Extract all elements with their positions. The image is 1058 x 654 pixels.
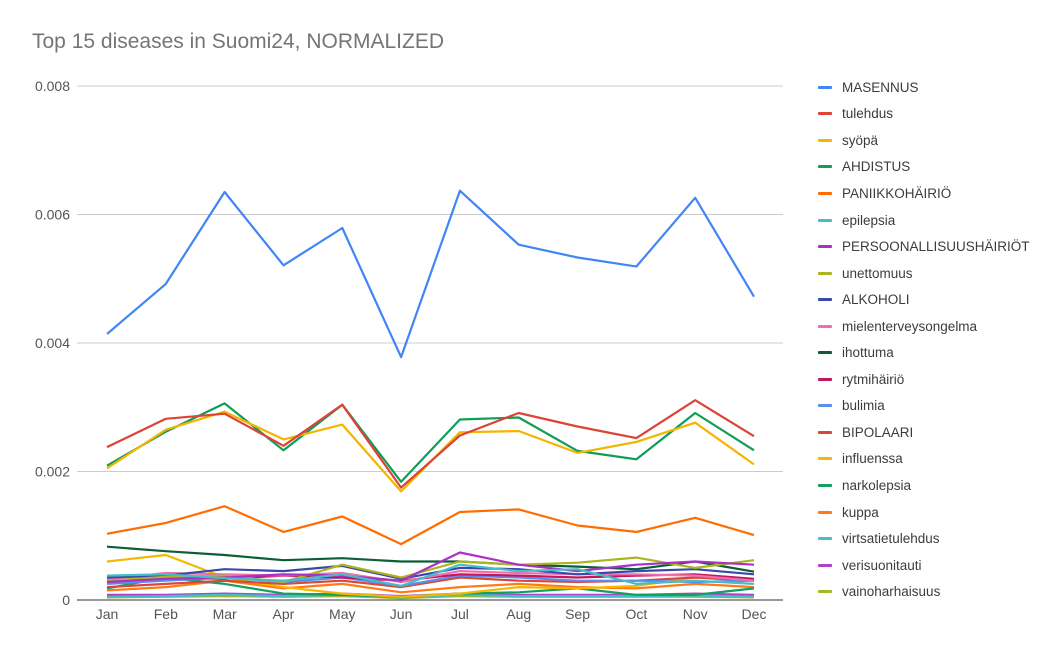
legend-item[interactable]: PERSOONALLISUUSHÄIRIÖT — [818, 233, 1054, 260]
legend-swatch — [818, 537, 832, 541]
x-tick-label: Nov — [683, 606, 708, 622]
legend-label: influenssa — [842, 451, 903, 467]
legend-swatch — [818, 218, 832, 222]
legend-swatch — [818, 563, 832, 567]
x-tick-label: Oct — [625, 606, 647, 622]
legend-item[interactable]: mielenterveysongelma — [818, 313, 1054, 340]
x-tick-label: Dec — [742, 606, 767, 622]
legend-swatch — [818, 483, 832, 487]
series-lines — [106, 189, 755, 600]
legend-label: ihottuma — [842, 345, 894, 361]
x-tick-label: Aug — [506, 606, 531, 622]
legend-item[interactable]: bulimia — [818, 393, 1054, 420]
legend-item[interactable]: virtsatietulehdus — [818, 525, 1054, 552]
y-tick-label: 0 — [62, 592, 70, 608]
legend-swatch — [818, 245, 832, 249]
series-line-10 — [106, 545, 755, 573]
legend-swatch — [818, 191, 832, 195]
legend-item[interactable]: narkolepsia — [818, 472, 1054, 499]
legend-swatch — [818, 112, 832, 116]
series-line-3 — [106, 402, 755, 483]
legend-label: PERSOONALLISUUSHÄIRIÖT — [842, 239, 1030, 255]
y-tick-label: 0.004 — [35, 335, 70, 351]
x-tick-label: Mar — [213, 606, 237, 622]
legend-item[interactable]: AHDISTUS — [818, 154, 1054, 181]
legend-item[interactable]: vainoharhaisuus — [818, 578, 1054, 605]
series-line-7 — [106, 556, 755, 584]
x-axis-ticks: Jan Feb Mar Apr May Jun Jul Aug Sep Oct Nov Dec — [96, 606, 767, 622]
legend-item[interactable]: ihottuma — [818, 339, 1054, 366]
legend-swatch — [818, 298, 832, 302]
legend-label: epilepsia — [842, 212, 896, 228]
gridlines — [77, 85, 783, 472]
legend-item[interactable]: rytmihäiriö — [818, 366, 1054, 393]
legend-label: rytmihäiriö — [842, 371, 905, 387]
legend-label: vainoharhaisuus — [842, 584, 941, 600]
legend-swatch — [818, 324, 832, 328]
x-tick-label: May — [329, 606, 355, 622]
series-line-8 — [106, 564, 755, 580]
legend-swatch — [818, 510, 832, 514]
chart-title: Top 15 diseases in Suomi24, NORMALIZED — [32, 30, 445, 53]
legend-item[interactable]: ALKOHOLI — [818, 286, 1054, 313]
legend-item[interactable]: epilepsia — [818, 207, 1054, 234]
legend-swatch — [818, 85, 832, 89]
y-tick-label: 0.008 — [35, 78, 70, 94]
y-tick-label: 0.006 — [35, 207, 70, 223]
legend-item[interactable]: influenssa — [818, 446, 1054, 473]
legend-swatch — [818, 138, 832, 142]
legend-item[interactable]: syöpä — [818, 127, 1054, 154]
legend-swatch — [818, 377, 832, 381]
series-line-9 — [106, 569, 755, 584]
legend-label: bulimia — [842, 398, 885, 414]
legend-item[interactable]: tulehdus — [818, 101, 1054, 128]
legend-label: PANIIKKOHÄIRIÖ — [842, 185, 952, 201]
series-line-0 — [106, 189, 755, 359]
legend-label: virtsatietulehdus — [842, 531, 940, 547]
x-tick-label: Jun — [390, 606, 413, 622]
series-line-4 — [106, 505, 755, 546]
legend-swatch — [818, 430, 832, 434]
legend-swatch — [818, 351, 832, 355]
legend-label: unettomuus — [842, 265, 913, 281]
series-line-1 — [106, 399, 755, 489]
y-axis-ticks: 0 0.002 0.004 0.006 0.008 — [35, 78, 70, 608]
legend-label: kuppa — [842, 504, 879, 520]
legend-item[interactable]: PANIIKKOHÄIRIÖ — [818, 180, 1054, 207]
legend-swatch — [818, 271, 832, 275]
legend-item[interactable]: kuppa — [818, 499, 1054, 526]
legend-label: BIPOLAARI — [842, 424, 914, 440]
legend-label: tulehdus — [842, 106, 894, 122]
legend-swatch — [818, 404, 832, 408]
y-tick-label: 0.002 — [35, 464, 70, 480]
legend-label: AHDISTUS — [842, 159, 911, 175]
legend-item[interactable]: verisuonitauti — [818, 552, 1054, 579]
x-tick-label: Jan — [96, 606, 119, 622]
x-tick-label: Feb — [154, 606, 178, 622]
legend-item[interactable]: BIPOLAARI — [818, 419, 1054, 446]
x-tick-label: Jul — [451, 606, 469, 622]
legend-label: MASENNUS — [842, 79, 919, 95]
legend-item[interactable]: MASENNUS — [818, 74, 1054, 101]
legend-swatch — [818, 457, 832, 461]
x-tick-label: Apr — [273, 606, 295, 622]
legend-label: ALKOHOLI — [842, 292, 910, 308]
series-line-5 — [106, 563, 755, 588]
legend-label: verisuonitauti — [842, 557, 922, 573]
legend-item[interactable]: unettomuus — [818, 260, 1054, 287]
legend-label: narkolepsia — [842, 477, 912, 493]
legend-label: mielenterveysongelma — [842, 318, 978, 334]
legend-label: syöpä — [842, 132, 879, 148]
x-tick-label: Sep — [565, 606, 590, 622]
legend: MASENNUS tulehdus syöpä AHDISTUS PANIIKKOHÄI… — [818, 74, 1054, 605]
legend-swatch — [818, 165, 832, 169]
legend-swatch — [818, 590, 832, 594]
